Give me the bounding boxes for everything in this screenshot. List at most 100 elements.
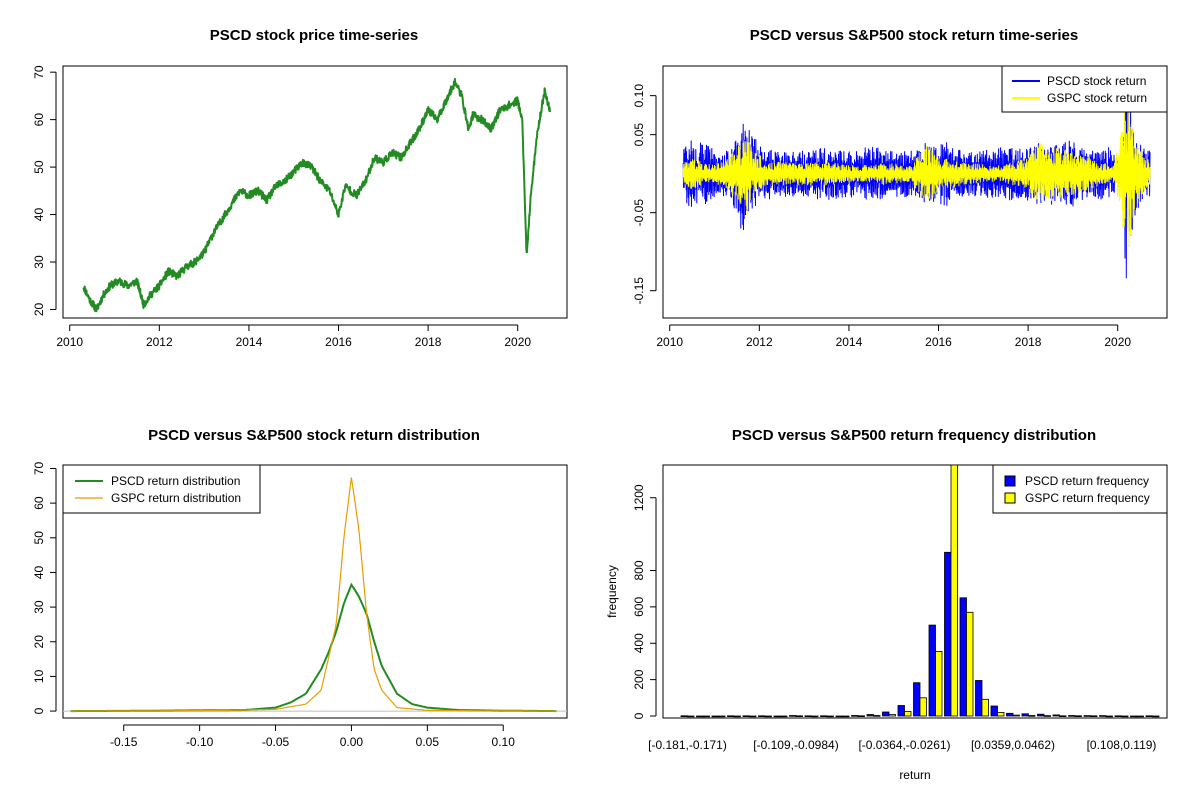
gspc-frequency-bar: [1012, 714, 1020, 717]
gspc-frequency-bar: [919, 697, 927, 717]
y-tick-label: 10: [32, 669, 46, 683]
pscd-frequency-bar: [789, 715, 797, 717]
x-tick-label: 2012: [746, 335, 773, 349]
pscd-frequency-bar: [851, 715, 859, 717]
legend-label: GSPC return frequency: [1025, 491, 1150, 505]
pscd-frequency-bar: [773, 715, 781, 718]
y-tick-label: 0.10: [632, 84, 646, 108]
y-tick-label: 70: [32, 461, 46, 475]
pscd-frequency-bar: [727, 715, 735, 717]
pscd-frequency-bar: [742, 715, 750, 717]
gspc-frequency-bar: [1090, 715, 1098, 717]
x-tick-label: 2020: [1104, 335, 1131, 349]
legend-label: GSPC stock return: [1047, 91, 1147, 105]
chart-title: PSCD versus S&P500 stock return distribu…: [148, 427, 480, 444]
plot-frame: [62, 464, 568, 719]
x-tick-label: 2014: [236, 335, 263, 349]
gspc-frequency-bar: [842, 715, 850, 718]
gspc-frequency-bar: [780, 715, 788, 718]
y-tick-label: 50: [32, 531, 46, 545]
gspc-density-line: [70, 477, 557, 712]
gspc-frequency-bar: [1028, 715, 1036, 717]
plot-frame: [662, 464, 1168, 719]
gspc-frequency-bar: [687, 715, 695, 718]
pscd-frequency-bar: [959, 597, 967, 717]
x-tick-label: 0.05: [416, 735, 440, 749]
y-tick-label: 800: [632, 560, 646, 580]
y-tick-label: 60: [32, 496, 46, 510]
x-tick-label: 2016: [325, 335, 352, 349]
x-tick-label: 2020: [504, 335, 531, 349]
legend-box: [1001, 65, 1168, 113]
gspc-frequency-bar: [1074, 715, 1082, 717]
gspc-frequency-bar: [702, 715, 710, 718]
y-tick-label: 40: [32, 565, 46, 579]
gspc-frequency-bar: [1136, 715, 1144, 718]
pscd-frequency-bar: [1068, 715, 1076, 717]
plot-frame: [62, 65, 568, 319]
y-tick-label: 20: [32, 635, 46, 649]
legend-label: GSPC return distribution: [111, 491, 241, 505]
gspc-frequency-bar: [873, 715, 881, 717]
y-tick-label: 30: [32, 600, 46, 614]
y-tick-label: 60: [32, 113, 46, 127]
pscd-frequency-bar: [835, 715, 843, 718]
x-category-label: [-0.0364,-0.0261): [858, 738, 950, 752]
x-tick-label: 2012: [146, 335, 173, 349]
pscd-frequency-bar: [897, 705, 905, 717]
legend-box: [992, 464, 1168, 514]
pscd-frequency-bar: [866, 714, 874, 717]
gspc-frequency-bar: [966, 611, 974, 717]
y-tick-label: -0.15: [632, 277, 646, 305]
pscd-frequency-bar: [696, 715, 704, 718]
chart-title: PSCD stock price time-series: [210, 27, 418, 44]
x-tick-label: 2010: [656, 335, 683, 349]
pscd-frequency-bar: [1114, 715, 1122, 717]
x-tick-label: -0.15: [110, 735, 138, 749]
legend-swatch: [1004, 475, 1016, 487]
x-category-label: [0.108,0.119): [1087, 738, 1157, 752]
legend-label: PSCD stock return: [1047, 74, 1146, 88]
x-tick-label: -0.05: [262, 735, 290, 749]
gspc-return-line: [682, 88, 1151, 246]
gspc-frequency-bar: [1121, 715, 1129, 718]
legend-label: PSCD return distribution: [111, 474, 240, 488]
gspc-frequency-bar: [888, 714, 896, 717]
pscd-frequency-bar: [1052, 714, 1060, 717]
y-tick-label: 600: [632, 597, 646, 617]
gspc-frequency-bar: [795, 715, 803, 717]
y-tick-label: 0: [32, 707, 46, 714]
pscd-frequency-bar: [1021, 713, 1029, 717]
gspc-frequency-bar: [1152, 715, 1160, 718]
gspc-frequency-bar: [1059, 715, 1067, 717]
gspc-frequency-bar: [981, 698, 989, 717]
y-tick-label: 50: [32, 160, 46, 174]
gspc-frequency-bar: [997, 712, 1005, 717]
y-tick-label: -0.05: [632, 199, 646, 227]
price-series-line: [82, 77, 551, 313]
legend-label: PSCD return frequency: [1025, 474, 1149, 488]
pscd-frequency-bar: [1099, 715, 1107, 717]
pscd-frequency-bar: [758, 715, 766, 717]
pscd-density-line: [70, 582, 557, 713]
gspc-frequency-bar: [749, 715, 757, 718]
pscd-frequency-bar: [882, 711, 890, 717]
x-category-label: [-0.109,-0.0984): [753, 738, 838, 752]
pscd-frequency-bar: [1006, 712, 1014, 717]
pscd-frequency-bar: [928, 624, 936, 717]
pscd-frequency-bar: [820, 715, 828, 717]
pscd-frequency-bar: [1145, 715, 1153, 717]
pscd-frequency-bar: [804, 715, 812, 717]
x-tick-label: 2018: [1015, 335, 1042, 349]
pscd-frequency-bar: [711, 715, 719, 718]
chart-title: PSCD versus S&P500 stock return time-ser…: [750, 27, 1078, 44]
pscd-frequency-bar: [1083, 715, 1091, 717]
x-tick-label: 0.10: [492, 735, 516, 749]
y-tick-label: 70: [32, 65, 46, 79]
y-tick-label: 0: [632, 712, 646, 719]
y-tick-label: 40: [32, 208, 46, 222]
chart-title: PSCD versus S&P500 return frequency dist…: [732, 427, 1096, 444]
pscd-frequency-bar: [913, 682, 921, 717]
gspc-frequency-bar: [950, 464, 958, 717]
gspc-frequency-bar: [826, 715, 834, 718]
